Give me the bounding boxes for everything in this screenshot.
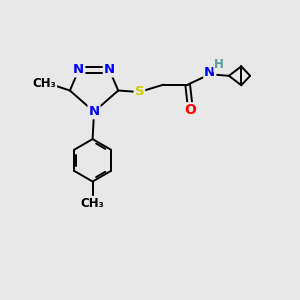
Text: N: N [73, 63, 84, 76]
Text: CH₃: CH₃ [81, 197, 104, 210]
Text: H: H [214, 58, 224, 71]
Text: S: S [135, 85, 144, 98]
Text: N: N [204, 66, 215, 79]
Text: O: O [184, 103, 196, 117]
Text: N: N [104, 63, 115, 76]
Text: CH₃: CH₃ [32, 77, 56, 90]
Text: N: N [88, 105, 100, 118]
